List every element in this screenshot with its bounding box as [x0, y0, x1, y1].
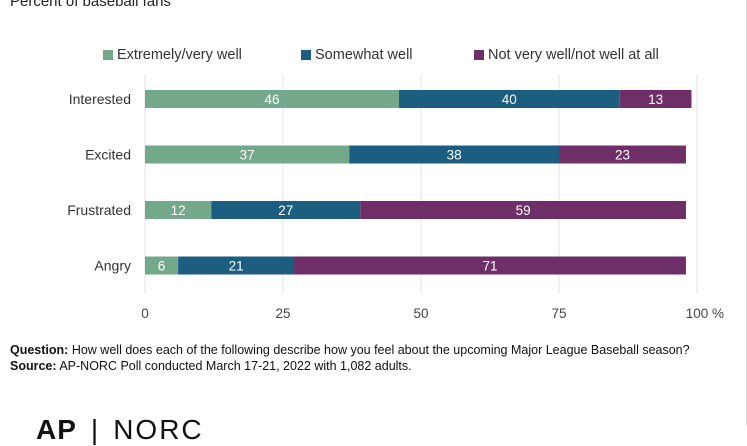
chart-notes: Question: How well does each of the foll…	[10, 342, 735, 374]
chart-legend: Extremely/very well Somewhat well Not ve…	[0, 47, 747, 67]
bar-segment	[145, 256, 179, 275]
data-label: 37	[240, 148, 255, 163]
legend-swatch	[301, 50, 311, 60]
question-note: Question: How well does each of the foll…	[10, 342, 735, 358]
data-label: 23	[615, 148, 630, 163]
bar-segment	[360, 201, 686, 219]
legend-label: Somewhat well	[315, 47, 413, 63]
bar-segment	[211, 201, 361, 219]
x-tick-label: 100	[686, 306, 709, 321]
data-label: 38	[447, 148, 462, 163]
data-label: 21	[229, 259, 244, 274]
data-label: 40	[502, 92, 517, 107]
legend-item-extremely-very-well: Extremely/very well	[103, 47, 242, 63]
ap-norc-logo: AP | NORC	[36, 414, 204, 445]
legend-item-somewhat-well: Somewhat well	[301, 47, 413, 63]
source-note: Source: AP-NORC Poll conducted March 17-…	[10, 358, 735, 374]
x-tick-label: 0	[141, 306, 149, 321]
category-label: Frustrated	[67, 202, 131, 218]
bar-segment	[145, 201, 212, 219]
bar-segment	[559, 145, 686, 164]
bar-segment	[619, 90, 692, 108]
bar-segment	[145, 145, 350, 164]
bar-segment	[294, 256, 686, 275]
bar-segment	[145, 90, 399, 108]
legend-swatch	[474, 50, 484, 60]
data-label: 71	[482, 259, 497, 274]
legend-swatch	[103, 50, 113, 60]
x-unit-label: %	[712, 306, 724, 321]
question-text: How well does each of the following desc…	[71, 343, 690, 357]
data-label: 59	[516, 203, 531, 218]
data-label: 27	[278, 203, 293, 218]
source-text: AP-NORC Poll conducted March 17-21, 2022…	[59, 359, 412, 373]
question-label: Question:	[10, 343, 69, 357]
category-label: Interested	[69, 91, 131, 107]
bar-segment	[398, 90, 620, 108]
legend-label: Extremely/very well	[117, 47, 242, 63]
logo-ap: AP	[36, 414, 77, 445]
data-label: 6	[158, 259, 166, 274]
data-label: 46	[264, 92, 279, 107]
chart-subtitle: Percent of baseball fans	[10, 0, 171, 10]
legend-item-not-very-well: Not very well/not well at all	[474, 47, 659, 63]
logo-separator: |	[90, 414, 100, 445]
bar-segment	[178, 256, 295, 275]
stacked-bar-chart: Interested 46 40 13 Excited 37 38 23 Frustrated 1…	[67, 75, 724, 321]
logo-norc: NORC	[113, 414, 204, 445]
x-tick-label: 50	[413, 306, 428, 321]
data-label: 13	[648, 92, 663, 107]
x-tick-label: 25	[275, 306, 290, 321]
category-label: Angry	[94, 258, 131, 274]
data-label: 12	[171, 203, 186, 218]
bar-segment	[349, 145, 559, 164]
category-label: Excited	[85, 147, 131, 163]
legend-label: Not very well/not well at all	[488, 47, 659, 63]
source-label: Source:	[10, 359, 57, 373]
x-tick-label: 75	[551, 306, 566, 321]
